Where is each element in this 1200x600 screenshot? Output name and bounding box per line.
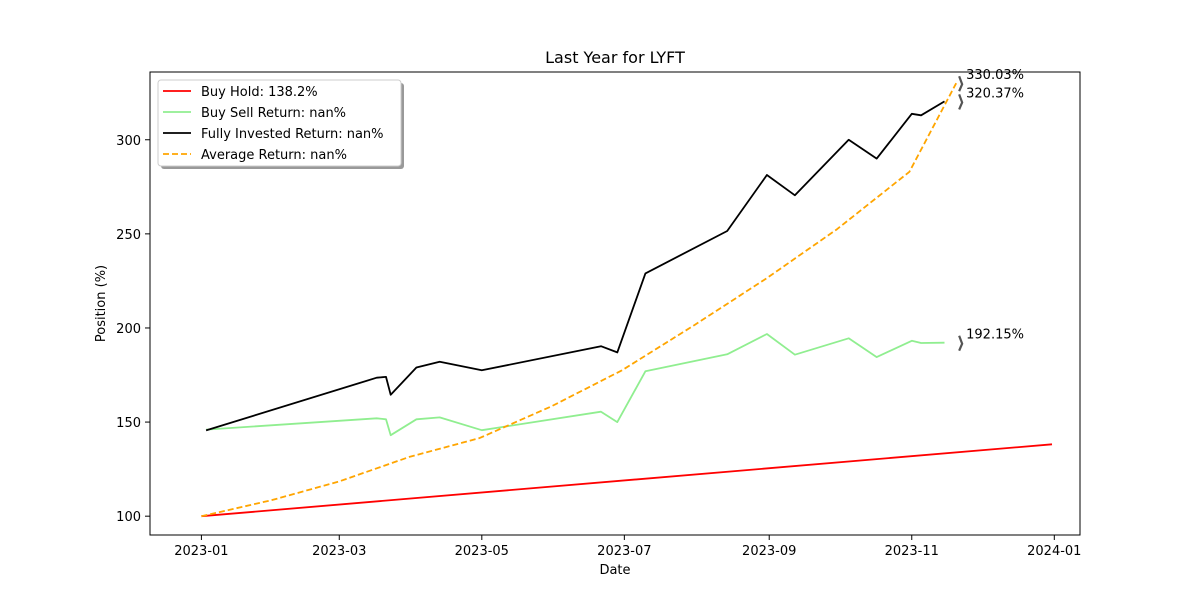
annotation-label: 320.37%: [966, 86, 1024, 101]
x-tick-label: 2023-11: [885, 544, 939, 559]
y-axis-title: Position (%): [94, 265, 109, 342]
x-axis-title: Date: [599, 563, 630, 578]
annotation-label: 192.15%: [966, 328, 1024, 343]
plot-marks: [201, 82, 1053, 518]
annotations: 330.03% 320.37% 192.15%: [958, 68, 1024, 352]
annotation-arrow: [958, 335, 964, 352]
y-tick-label: 250: [116, 228, 141, 243]
x-tick-label: 2023-07: [597, 544, 651, 559]
y-tick-label: 100: [116, 510, 141, 525]
x-axis: 2023-01 2023-03 2023-05 2023-07 2023-09 2023-…: [174, 535, 1081, 559]
x-tick-label: 2023-05: [455, 544, 509, 559]
series-line-4: [201, 82, 957, 518]
series-line-2: [206, 333, 945, 437]
legend-label: Buy Sell Return: nan%: [201, 106, 346, 121]
legend-box: [157, 79, 402, 167]
y-tick-label: 150: [116, 416, 141, 431]
y-axis: 100 150 200 250 300: [116, 134, 150, 525]
y-tick-label: 300: [116, 134, 141, 149]
x-tick-label: 2024-01: [1027, 544, 1081, 559]
series-line-3: [205, 100, 945, 432]
chart-title: Last Year for LYFT: [545, 48, 685, 67]
x-tick-label: 2023-09: [742, 544, 796, 559]
x-tick-label: 2023-01: [174, 544, 228, 559]
annotation-arrow: [958, 75, 964, 92]
series-line-1: [201, 443, 1053, 518]
plot-frame: [149, 71, 1081, 536]
annotation-arrow: [958, 94, 964, 110]
x-tick-label: 2023-03: [312, 544, 366, 559]
annotation-label: 330.03%: [966, 68, 1024, 83]
y-tick-label: 200: [116, 322, 141, 337]
legend-label: Fully Invested Return: nan%: [201, 127, 384, 142]
legend-label: Buy Hold: 138.2%: [201, 85, 318, 100]
legend: Buy Hold: 138.2% Buy Sell Return: nan% Ful…: [157, 79, 404, 169]
legend-label: Average Return: nan%: [201, 148, 347, 163]
